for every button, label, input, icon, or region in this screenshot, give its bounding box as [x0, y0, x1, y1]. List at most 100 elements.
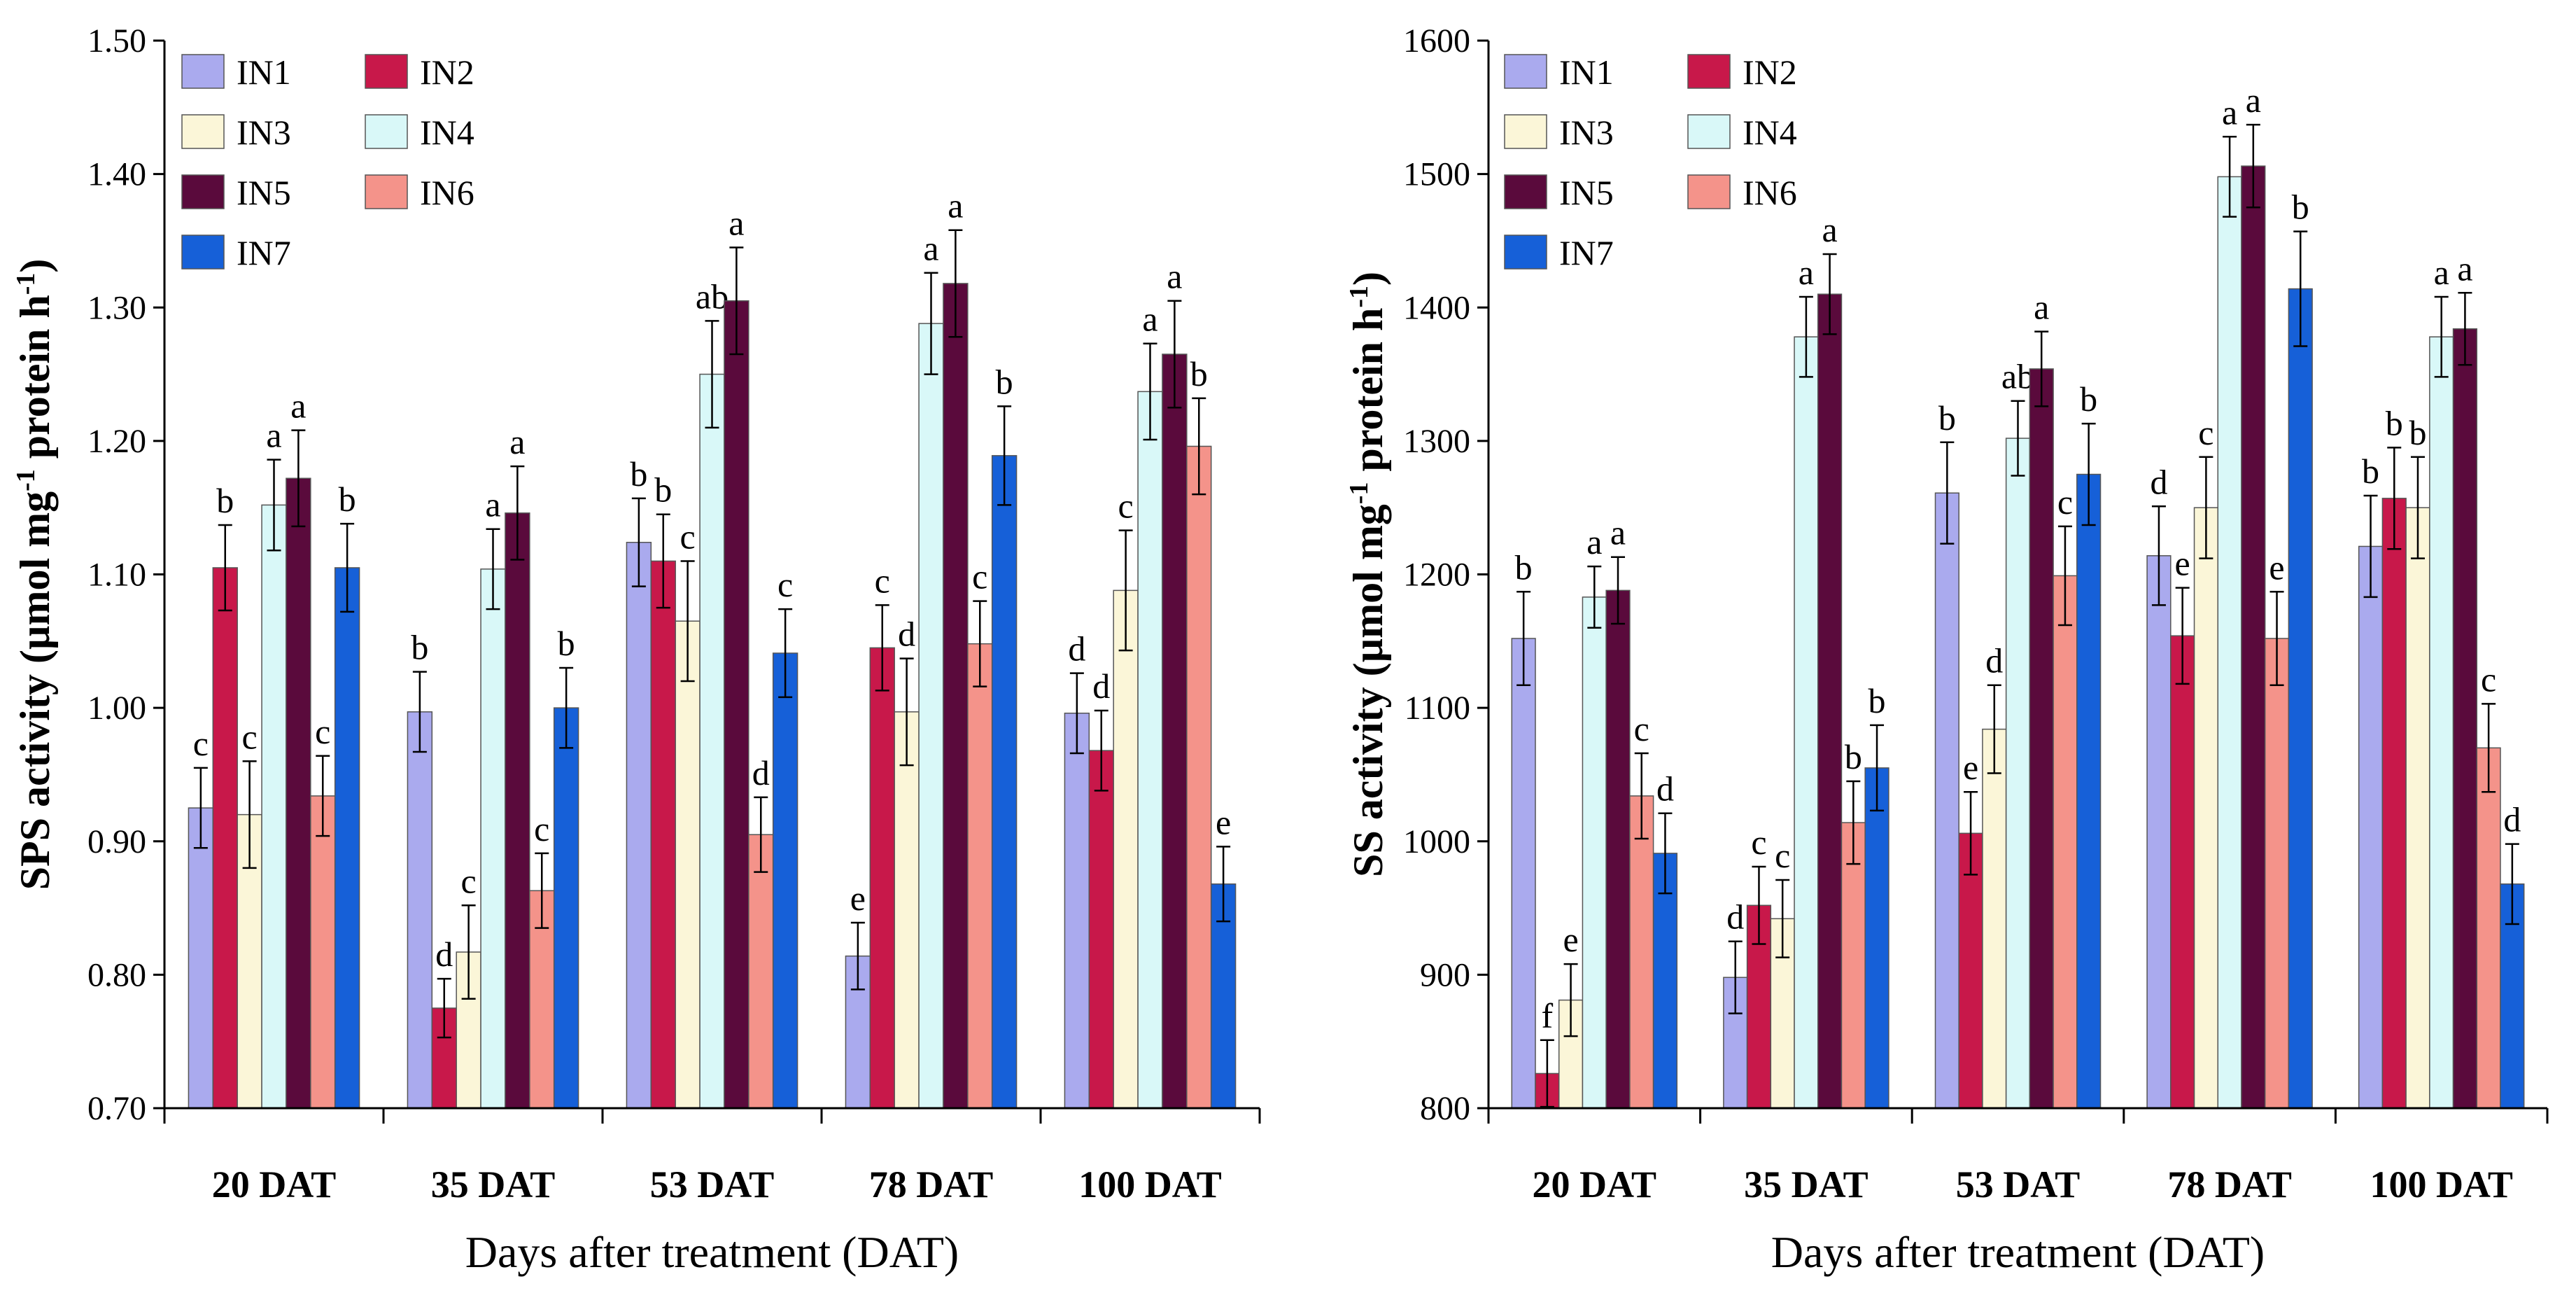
legend-label-IN3: IN3 [1559, 113, 1614, 152]
bar [2405, 507, 2430, 1109]
legend-label-IN7: IN7 [237, 233, 291, 272]
y-tick-label: 1500 [1403, 156, 1470, 193]
legend-label-IN5: IN5 [1559, 173, 1614, 212]
significance-letter: b [1190, 354, 1208, 393]
significance-letter: d [1068, 629, 1085, 669]
legend-label-IN4: IN4 [420, 113, 474, 152]
y-axis-title-part: protein h [12, 295, 58, 469]
y-axis-title-part: protein h [1345, 308, 1391, 482]
legend-label-IN2: IN2 [420, 53, 474, 92]
bar [772, 652, 798, 1109]
significance-letter: c [680, 517, 696, 556]
significance-letter: a [2246, 81, 2261, 120]
significance-letter: c [1634, 709, 1649, 748]
y-tick-label: 0.70 [87, 1090, 146, 1127]
bar [2053, 575, 2078, 1109]
x-tick-label: 20 DAT [1533, 1163, 1657, 1205]
significance-letter: a [1610, 513, 1626, 552]
legend-swatch-IN3 [1504, 114, 1547, 149]
y-tick-label: 1300 [1403, 423, 1470, 460]
bar [991, 455, 1018, 1109]
significance-letter: d [1726, 897, 1744, 937]
significance-letter: a [2034, 288, 2049, 327]
bar [699, 373, 725, 1109]
legend-label-IN3: IN3 [237, 113, 291, 152]
bar [2005, 438, 2031, 1109]
legend-label-IN1: IN1 [237, 53, 291, 92]
bar [650, 560, 676, 1109]
significance-letter: ab [2001, 357, 2034, 396]
y-tick-label: 1.30 [87, 289, 146, 326]
significance-letter: d [2503, 800, 2521, 839]
significance-letter: c [2057, 482, 2073, 522]
bar [261, 504, 287, 1109]
bar [2429, 336, 2454, 1109]
series-IN6: c b c e c [1629, 482, 2501, 1109]
bar [188, 807, 214, 1109]
bar [1088, 750, 1114, 1109]
bar [1186, 445, 1212, 1109]
bar [553, 707, 579, 1109]
y-tick-label: 1200 [1403, 557, 1470, 594]
legend-swatch-IN3 [181, 114, 225, 149]
bar [748, 834, 774, 1109]
bar [626, 542, 652, 1109]
bar [675, 620, 701, 1109]
y-tick-label: 1600 [1403, 22, 1470, 60]
significance-letter: b [2292, 188, 2309, 227]
significance-letter: c [193, 724, 209, 763]
significance-letter: c [1118, 487, 1134, 526]
legend-label-IN5: IN5 [237, 173, 291, 212]
significance-letter: c [242, 717, 258, 756]
bar [2170, 635, 2195, 1109]
significance-letter: a [1167, 257, 1182, 296]
significance-letter: b [630, 454, 647, 494]
significance-letter: d [1656, 769, 1674, 809]
y-tick-label: 1.50 [87, 22, 146, 60]
significance-letter: a [1822, 210, 1838, 249]
significance-letter: a [2222, 92, 2237, 132]
series-IN2: f c e e b [1535, 403, 2407, 1109]
significance-letter: a [2434, 253, 2449, 292]
significance-letter: b [411, 628, 428, 667]
significance-letter: a [290, 386, 306, 426]
bar [2264, 638, 2290, 1109]
significance-letter: b [654, 470, 672, 510]
y-axis-title-superscript: -1 [1344, 482, 1374, 505]
significance-letter: e [2269, 547, 2284, 587]
legend-label-IN7: IN7 [1559, 233, 1614, 272]
legend-swatch-IN7 [1504, 235, 1547, 270]
significance-letter: b [1515, 547, 1533, 587]
x-tick-label: 100 DAT [2370, 1163, 2513, 1205]
significance-letter: b [216, 481, 234, 520]
bar [724, 300, 749, 1109]
significance-letter: a [923, 229, 938, 268]
significance-letter: b [1868, 681, 1886, 720]
significance-letter: c [534, 809, 549, 848]
legend-label-IN6: IN6 [420, 173, 474, 212]
y-axis-title-superscript: -1 [11, 273, 41, 295]
bar [943, 283, 969, 1109]
bar [2146, 555, 2172, 1109]
bar [2193, 507, 2218, 1109]
bar [286, 477, 311, 1109]
x-tick-label: 100 DAT [1078, 1163, 1222, 1205]
x-tick-label: 20 DAT [212, 1163, 337, 1205]
series-IN7: d b b b d [1652, 188, 2525, 1109]
significance-letter: a [509, 422, 525, 461]
significance-letter: e [2175, 544, 2190, 583]
significance-letter: ab [696, 277, 729, 316]
bar [967, 643, 993, 1109]
x-tick-label: 78 DAT [2167, 1163, 2292, 1205]
y-tick-label: 1000 [1403, 823, 1470, 860]
legend-swatch-IN6 [365, 174, 408, 209]
bar [2358, 545, 2384, 1109]
significance-letter: e [1563, 920, 1578, 959]
significance-letter: b [2409, 413, 2426, 452]
significance-letter: c [315, 712, 330, 751]
